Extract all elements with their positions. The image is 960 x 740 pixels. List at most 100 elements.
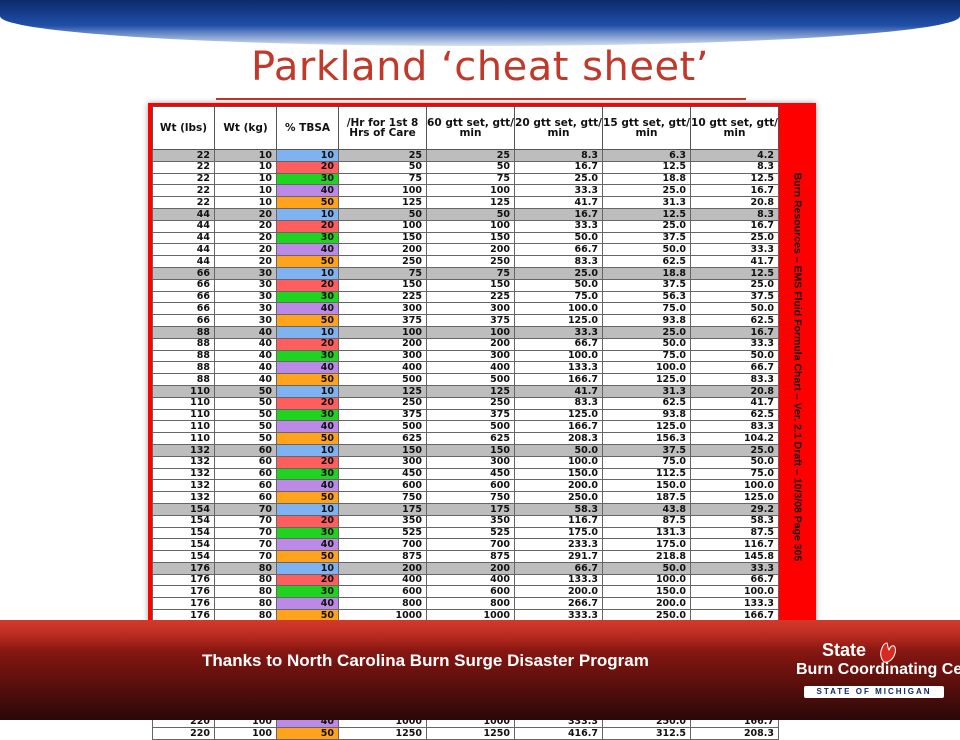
table-cell: 525 <box>338 526 427 540</box>
table-cell: 33.3 <box>514 219 603 233</box>
column-header: 10 gtt set, gtt/ min <box>690 106 779 150</box>
table-cell: 30 <box>276 231 339 245</box>
table-cell: 154 <box>152 550 215 563</box>
table-cell: 150 <box>338 443 427 457</box>
table-cell: 100.0 <box>514 302 603 316</box>
table-cell: 41.7 <box>690 255 779 268</box>
table-cell: 40 <box>276 302 339 316</box>
burn-center-logo: State Burn Coordinating Center STATE OF … <box>796 640 960 706</box>
table-cell: 70 <box>214 526 277 540</box>
table-cell: 125.0 <box>690 491 779 504</box>
table-cell: 154 <box>152 526 215 540</box>
table-cell: 50 <box>276 255 339 268</box>
table-cell: 350 <box>426 514 515 528</box>
table-cell: 233.3 <box>514 538 603 552</box>
table-cell: 225 <box>338 290 427 304</box>
table-cell: 66.7 <box>514 561 603 575</box>
table-cell: 104.2 <box>690 432 779 445</box>
table-cell: 100 <box>338 219 427 233</box>
table-row: 132 60 20 300 300 100.0 75.0 50.0 <box>152 455 779 469</box>
table-cell: 145.8 <box>690 550 779 563</box>
table-cell: 375 <box>338 408 427 422</box>
table-cell: 525 <box>426 526 515 540</box>
table-cell: 100 <box>426 219 515 233</box>
table-cell: 300 <box>338 302 427 316</box>
table-cell: 375 <box>426 408 515 422</box>
table-cell: 30 <box>214 314 277 327</box>
table-row: 132 60 30 450 450 150.0 112.5 75.0 <box>152 467 779 481</box>
table-cell: 10 <box>276 384 339 398</box>
table-cell: 44 <box>152 243 215 257</box>
table-cell: 8.3 <box>514 149 603 162</box>
table-cell: 218.8 <box>602 550 691 563</box>
table-cell: 22 <box>152 184 215 198</box>
table-cell: 50 <box>214 432 277 445</box>
table-cell: 166.7 <box>514 373 603 386</box>
table-cell: 100 <box>426 184 515 198</box>
table-row: 88 40 10 100 100 33.3 25.0 16.7 <box>152 325 779 339</box>
table-cell: 112.5 <box>602 467 691 481</box>
table-cell: 25.0 <box>514 266 603 280</box>
table-cell: 100.0 <box>690 479 779 493</box>
table-cell: 12.5 <box>690 266 779 280</box>
table-cell: 25.0 <box>602 325 691 339</box>
table-cell: 10 <box>276 443 339 457</box>
table-cell: 66 <box>152 290 215 304</box>
table-row: 88 40 40 400 400 133.3 100.0 66.7 <box>152 361 779 375</box>
table-cell: 110 <box>152 432 215 445</box>
table-cell: 25.0 <box>602 219 691 233</box>
table-cell: 66.7 <box>690 573 779 587</box>
table-cell: 100.0 <box>602 361 691 375</box>
table-row: 22 10 20 50 50 16.7 12.5 8.3 <box>152 160 779 174</box>
table-cell: 20 <box>276 396 339 410</box>
table-cell: 200 <box>338 561 427 575</box>
table-cell: 16.7 <box>514 207 603 221</box>
table-row: 154 70 20 350 350 116.7 87.5 58.3 <box>152 514 779 528</box>
table-row: 110 50 50 625 625 208.3 156.3 104.2 <box>152 432 779 445</box>
table-cell: 16.7 <box>690 184 779 198</box>
table-cell: 20 <box>214 219 277 233</box>
table-cell: 154 <box>152 502 215 516</box>
table-cell: 25.0 <box>690 231 779 245</box>
table-row: 176 80 30 600 600 200.0 150.0 100.0 <box>152 585 779 599</box>
table-cell: 40 <box>214 337 277 351</box>
table-cell: 41.7 <box>514 384 603 398</box>
table-cell: 80 <box>214 573 277 587</box>
table-cell: 250 <box>338 396 427 410</box>
top-decorative-band <box>0 0 960 46</box>
table-cell: 208.3 <box>690 727 779 740</box>
table-cell: 8.3 <box>690 207 779 221</box>
table-cell: 450 <box>426 467 515 481</box>
table-cell: 100 <box>338 184 427 198</box>
table-cell: 60 <box>214 491 277 504</box>
table-row: 132 60 40 600 600 200.0 150.0 100.0 <box>152 479 779 493</box>
table-cell: 75 <box>338 172 427 186</box>
table-cell: 250 <box>426 255 515 268</box>
table-cell: 125 <box>426 384 515 398</box>
table-cell: 625 <box>426 432 515 445</box>
table-cell: 88 <box>152 361 215 375</box>
table-cell: 175 <box>338 502 427 516</box>
table-row: 44 20 50 250 250 83.3 62.5 41.7 <box>152 255 779 268</box>
table-cell: 100.0 <box>514 455 603 469</box>
table-cell: 30 <box>214 302 277 316</box>
table-cell: 150.0 <box>514 467 603 481</box>
table-cell: 93.8 <box>602 408 691 422</box>
table-cell: 208.3 <box>514 432 603 445</box>
table-cell: 37.5 <box>602 231 691 245</box>
table-cell: 450 <box>338 467 427 481</box>
table-cell: 44 <box>152 231 215 245</box>
table-row: 88 40 20 200 200 66.7 50.0 33.3 <box>152 337 779 351</box>
table-cell: 125.0 <box>602 420 691 434</box>
table-cell: 70 <box>214 538 277 552</box>
table-cell: 60 <box>214 443 277 457</box>
table-cell: 31.3 <box>602 384 691 398</box>
table-cell: 176 <box>152 585 215 599</box>
table-cell: 40 <box>214 349 277 363</box>
table-cell: 40 <box>214 361 277 375</box>
table-cell: 88 <box>152 349 215 363</box>
table-cell: 250 <box>338 255 427 268</box>
table-cell: 62.5 <box>690 314 779 327</box>
table-cell: 75.0 <box>514 290 603 304</box>
table-cell: 500 <box>338 373 427 386</box>
